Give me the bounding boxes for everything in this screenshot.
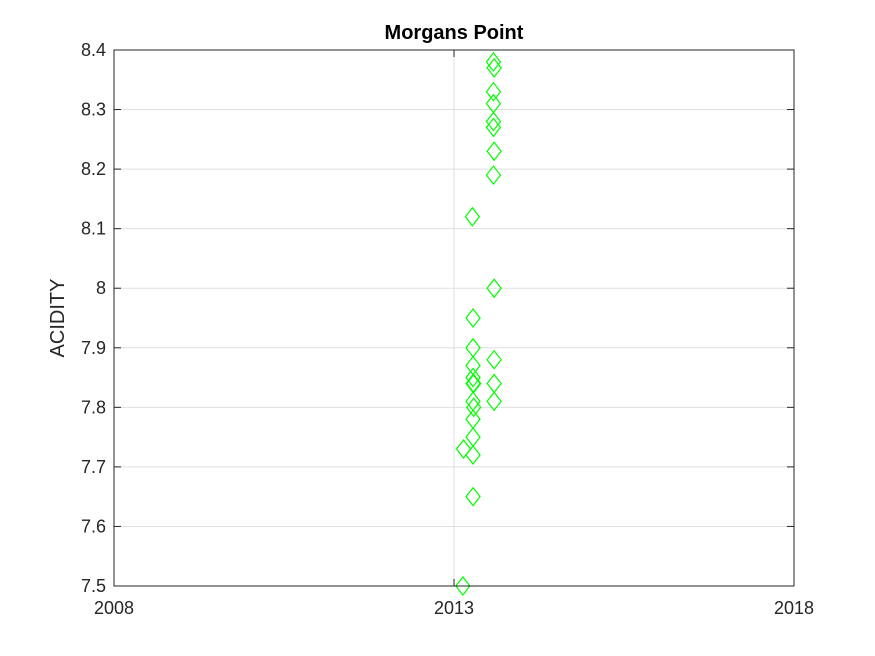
data-point-diamond: [455, 576, 471, 596]
data-point-diamond: [485, 51, 502, 72]
y-tick-label: 7.6: [81, 516, 106, 536]
y-tick-label: 7.5: [81, 576, 106, 596]
data-point-diamond: [465, 367, 481, 388]
data-point-diamond: [485, 81, 502, 102]
y-tick-label: 7.7: [81, 457, 106, 477]
chart-title: Morgans Point: [385, 22, 524, 44]
y-tick-label: 8.2: [81, 159, 106, 179]
data-point-diamond: [486, 57, 502, 78]
y-tick-label: 8.3: [81, 100, 106, 120]
data-point-diamond: [465, 397, 482, 418]
ticks: 2008 2013 2018 7.5 7.6 7.7 7.8 7.9 8 8.1 8.2 8.3 8.4: [81, 40, 814, 618]
data-point-diamond: [455, 439, 472, 459]
y-axis-label: ACIDITY: [47, 279, 69, 358]
y-tick-label: 8: [96, 278, 106, 298]
y-tick-label: 8.4: [81, 40, 106, 60]
y-tick-label: 7.8: [81, 397, 106, 417]
data-point-diamond: [465, 308, 481, 328]
y-tick-label: 8.1: [81, 219, 106, 239]
data-point-diamond: [485, 111, 502, 132]
data-point-diamond: [486, 349, 502, 370]
x-tick-label: 2008: [94, 598, 134, 618]
x-tick-label: 2018: [774, 598, 814, 618]
markers: [455, 51, 502, 596]
data-point-diamond: [486, 278, 502, 299]
data-point-diamond: [486, 141, 502, 162]
data-point-diamond: [464, 206, 481, 227]
y-tick-label: 7.9: [81, 338, 106, 358]
data-point-diamond: [465, 445, 481, 465]
x-tick-label: 2013: [434, 598, 474, 618]
data-point-diamond: [465, 486, 481, 507]
data-point-diamond: [485, 117, 502, 138]
data-point-diamond: [486, 391, 502, 412]
data-point-diamond: [485, 165, 502, 186]
